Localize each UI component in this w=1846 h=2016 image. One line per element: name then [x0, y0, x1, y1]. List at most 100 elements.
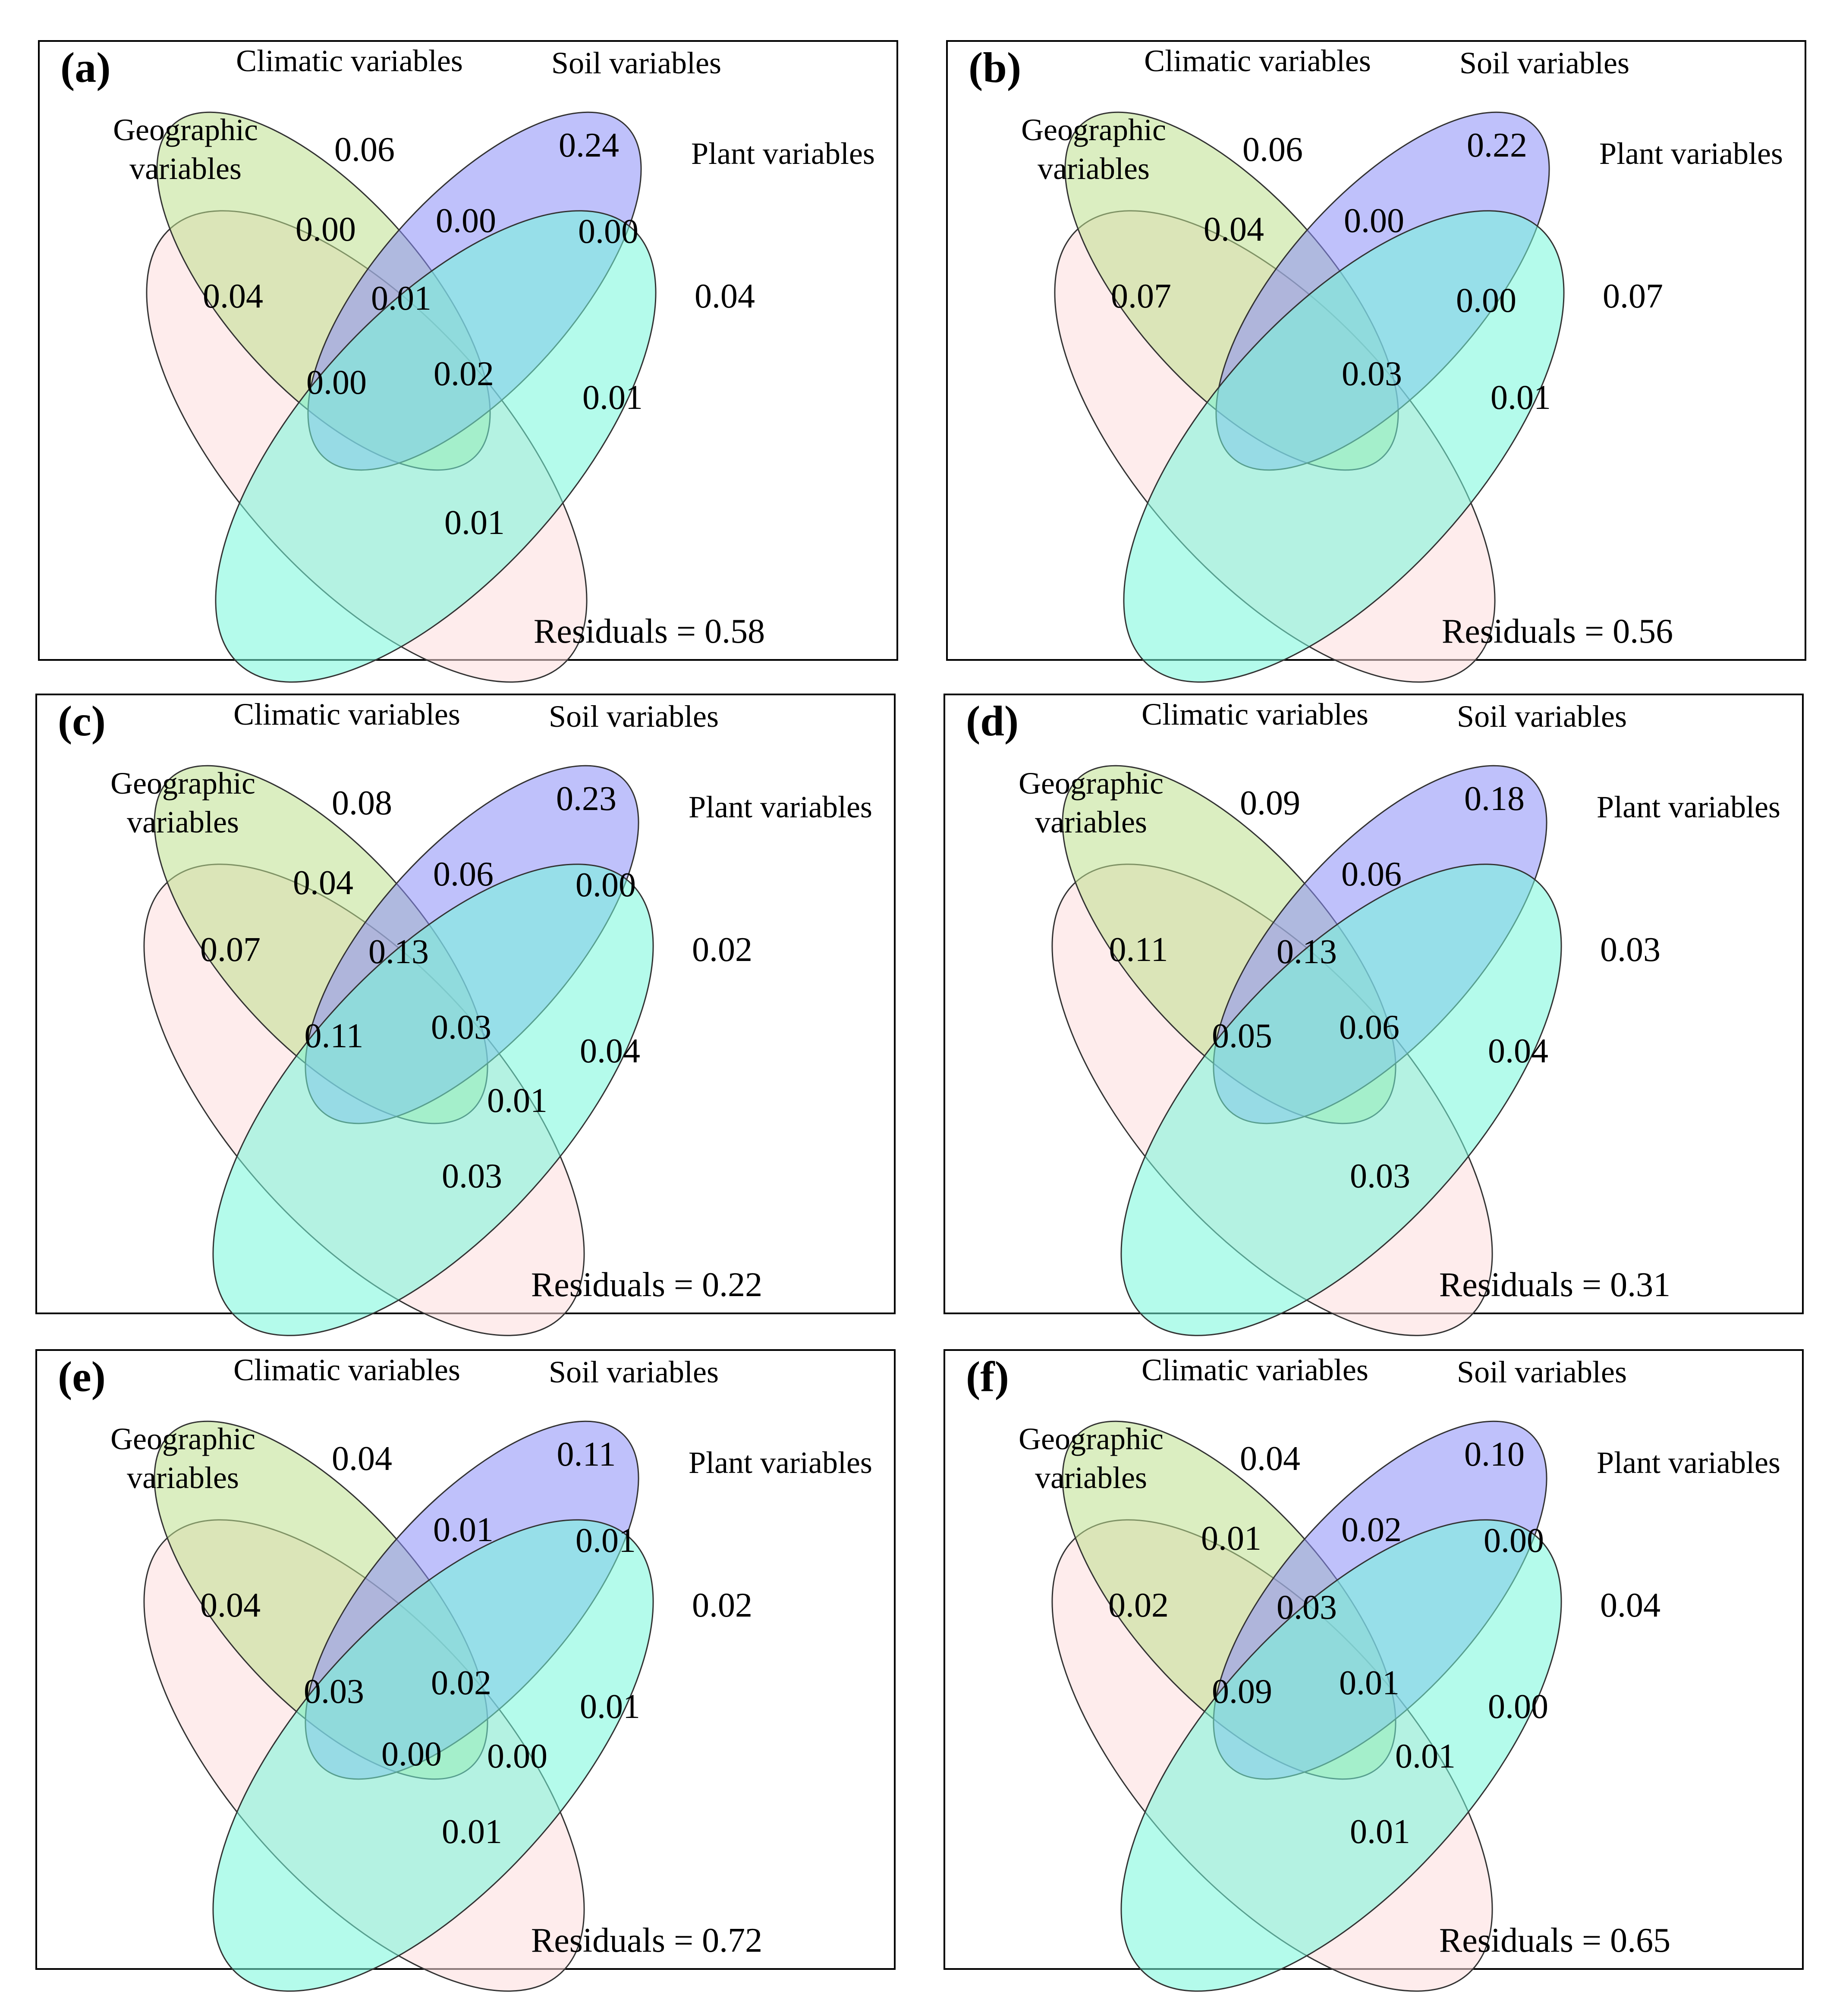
value-plant: 0.02	[692, 1586, 752, 1624]
plant-set-ellipse	[215, 210, 657, 683]
value-climatic-soil: 0.06	[433, 855, 494, 893]
value-geographic: 0.11	[1109, 931, 1168, 969]
plant-label: Plant variables	[689, 790, 872, 824]
value-geographic: 0.02	[1108, 1586, 1169, 1624]
plant-label: Plant variables	[689, 1445, 872, 1480]
value-all: 0.01	[1339, 1664, 1399, 1702]
value-geographic-soil: 0.09	[1212, 1673, 1272, 1711]
venn-panel-d: (d)Geographic variables Climatic variables…	[943, 694, 1804, 1336]
value-geographic-plant: 0.03	[1350, 1157, 1410, 1195]
value-geographic-climatic-plant: 0.00	[487, 1737, 547, 1775]
geographic-label-line2: variables	[129, 151, 242, 186]
plant-label: Plant variables	[1597, 790, 1780, 824]
soil-label: Soil variables	[549, 699, 719, 734]
value-geographic: 0.07	[200, 931, 261, 969]
panel-label: (b)	[969, 44, 1021, 91]
value-geographic: 0.04	[200, 1586, 261, 1624]
value-geographic-soil: 0.03	[304, 1673, 364, 1711]
geographic-label-line1: Geographic	[110, 766, 255, 801]
value-geographic-climatic-plant: 0.01	[1395, 1737, 1456, 1775]
value-geographic-climatic-soil: 0.13	[1277, 933, 1337, 971]
panel-label: (d)	[966, 697, 1019, 745]
value-climatic: 0.04	[332, 1440, 392, 1478]
value-soil: 0.22	[1467, 126, 1527, 164]
value-geographic-plant: 0.01	[442, 1813, 502, 1851]
value-soil: 0.18	[1464, 780, 1525, 818]
value-climatic-plant: 0.04	[580, 1032, 640, 1070]
geographic-label-line1: Geographic	[1021, 113, 1166, 147]
soil-label: Soil variables	[1457, 1355, 1627, 1389]
panel-label: (f)	[966, 1353, 1009, 1401]
value-climatic: 0.06	[1242, 131, 1303, 169]
value-geographic-plant: 0.01	[1350, 1813, 1410, 1851]
soil-label: Soil variables	[551, 46, 721, 80]
geographic-label-line2: variables	[1035, 1460, 1147, 1495]
residuals-label: Residuals = 0.56	[1442, 612, 1673, 650]
residuals-label: Residuals = 0.72	[531, 1922, 762, 1959]
value-climatic-plant: 0.00	[1488, 1688, 1548, 1726]
geographic-label-line2: variables	[1038, 151, 1150, 186]
geographic-label-line2: variables	[127, 1460, 239, 1495]
value-geographic-climatic-plant: 0.01	[487, 1082, 547, 1120]
value-climatic-soil-plant: 0.00	[1456, 282, 1516, 320]
plant-label: Plant variables	[1597, 1445, 1780, 1480]
plant-set-ellipse	[212, 864, 654, 1336]
plant-set-ellipse	[1120, 864, 1562, 1336]
climatic-label: Climatic variables	[1142, 697, 1368, 732]
value-climatic-soil: 0.00	[436, 202, 496, 240]
value-soil-plant: 0.00	[1484, 1522, 1544, 1560]
value-geographic-plant: 0.03	[442, 1157, 502, 1195]
geographic-label-line1: Geographic	[110, 1422, 255, 1456]
value-all: 0.03	[431, 1008, 491, 1046]
value-climatic-plant: 0.01	[582, 379, 643, 417]
value-geographic-soil: 0.00	[306, 364, 367, 402]
value-plant: 0.04	[1600, 1586, 1660, 1624]
climatic-label: Climatic variables	[233, 697, 460, 732]
value-geographic: 0.07	[1111, 277, 1171, 315]
value-all: 0.03	[1342, 355, 1402, 393]
value-geographic-climatic: 0.01	[1201, 1520, 1261, 1558]
value-soil-plant: 0.01	[575, 1522, 636, 1560]
soil-label: Soil variables	[1457, 699, 1627, 734]
geographic-label-line1: Geographic	[1019, 1422, 1164, 1456]
panel-label: (a)	[60, 44, 111, 91]
value-geographic: 0.04	[203, 277, 263, 315]
plant-set-ellipse	[1123, 210, 1565, 683]
plant-label: Plant variables	[691, 136, 875, 171]
value-climatic-soil: 0.02	[1341, 1511, 1402, 1549]
venn-panel-e: (e)Geographic variables Climatic variables…	[35, 1349, 896, 1992]
venn-panel-f: (f) Geographic variables Climatic variables…	[943, 1349, 1804, 1992]
soil-label: Soil variables	[1459, 46, 1629, 80]
value-geographic-climatic-soil: 0.01	[371, 279, 431, 317]
value-climatic: 0.06	[334, 131, 395, 169]
soil-label: Soil variables	[549, 1355, 719, 1389]
value-geographic-soil-plant: 0.00	[381, 1735, 442, 1773]
value-plant: 0.02	[692, 931, 752, 969]
value-climatic-soil: 0.00	[1344, 202, 1404, 240]
residuals-label: Residuals = 0.58	[534, 612, 765, 650]
residuals-label: Residuals = 0.65	[1439, 1922, 1670, 1959]
value-plant: 0.07	[1603, 277, 1663, 315]
climatic-label: Climatic variables	[236, 44, 463, 78]
value-climatic-plant: 0.04	[1488, 1032, 1548, 1070]
value-soil: 0.10	[1464, 1435, 1525, 1473]
value-geographic-climatic-soil: 0.03	[1277, 1589, 1337, 1627]
climatic-label: Climatic variables	[1144, 44, 1371, 78]
venn-panel-c: (c)Geographic variables Climatic variables…	[35, 694, 896, 1336]
value-geographic-climatic: 0.04	[1204, 210, 1264, 248]
value-climatic: 0.09	[1240, 784, 1300, 822]
geographic-label-line1: Geographic	[1019, 766, 1164, 801]
value-plant: 0.03	[1600, 931, 1660, 969]
value-climatic-plant: 0.01	[580, 1688, 640, 1726]
panel-label: (e)	[58, 1353, 106, 1401]
geographic-label-line2: variables	[1035, 805, 1147, 839]
value-geographic-plant: 0.01	[444, 504, 505, 542]
value-all: 0.02	[434, 355, 494, 393]
value-soil-plant: 0.00	[578, 213, 638, 251]
value-geographic-soil: 0.05	[1212, 1017, 1272, 1055]
value-climatic-plant: 0.01	[1491, 379, 1551, 417]
climatic-label: Climatic variables	[233, 1353, 460, 1387]
value-soil: 0.24	[559, 126, 619, 164]
plant-label: Plant variables	[1599, 136, 1783, 171]
